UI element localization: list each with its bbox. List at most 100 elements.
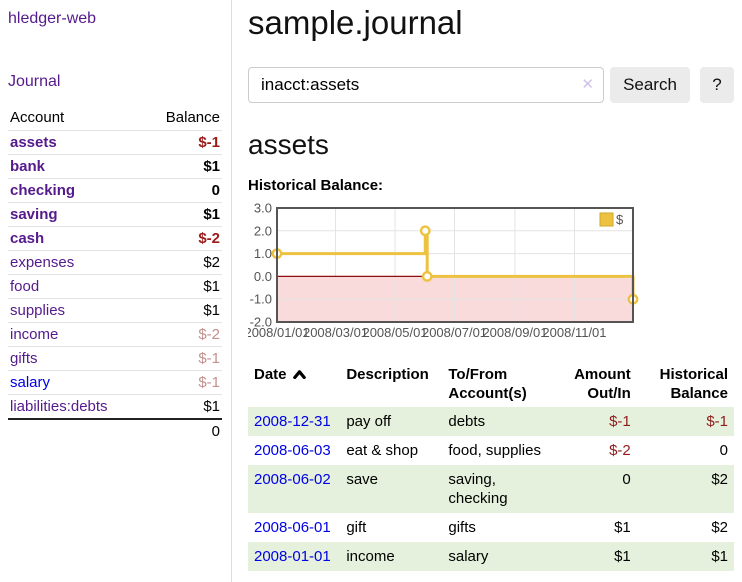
account-balance: $-1 xyxy=(143,370,222,395)
account-link[interactable]: checking xyxy=(10,182,76,199)
transaction-balance: 0 xyxy=(719,442,728,459)
transaction-balance: $2 xyxy=(636,465,734,513)
transaction-amount: $1 xyxy=(614,519,631,536)
transaction-amount: $-1 xyxy=(559,407,637,436)
chart-title: Historical Balance: xyxy=(248,177,384,194)
account-row: expenses $2 xyxy=(8,250,222,275)
clear-search-icon[interactable]: ✕ xyxy=(581,76,594,93)
transaction-date-link[interactable]: 2008-01-01 xyxy=(254,548,331,565)
account-row: income $-2 xyxy=(8,322,222,347)
x-axis-tick-label: 2008/11/01 xyxy=(542,325,606,340)
account-row: bank $1 xyxy=(8,154,222,179)
legend-label: $ xyxy=(616,212,624,227)
register-column-header: Amount Out/In xyxy=(559,361,637,407)
y-axis-tick-label: 3.0 xyxy=(254,201,272,216)
transaction-accounts: saving, checking xyxy=(442,465,559,513)
transaction-date-link[interactable]: 2008-12-31 xyxy=(254,413,331,430)
account-balance: $1 xyxy=(143,154,222,179)
y-axis-tick-label: -1.0 xyxy=(250,292,272,307)
transaction-date-link[interactable]: 2008-06-03 xyxy=(254,442,331,459)
account-balance: $1 xyxy=(143,394,222,419)
register-column-header: Description xyxy=(340,361,442,407)
account-row: supplies $1 xyxy=(8,298,222,323)
account-link[interactable]: assets xyxy=(10,134,57,151)
main-content: sample.journal ✕ Search ? assets Histori… xyxy=(248,0,734,571)
column-label: Date xyxy=(254,366,287,383)
x-axis-tick-label: 2008/05/01 xyxy=(362,325,427,340)
x-axis-tick-label: 2008/07/01 xyxy=(422,325,487,340)
search-input[interactable] xyxy=(248,67,604,103)
x-axis-tick-label: 2008/03/01 xyxy=(303,325,368,340)
transaction-row: 2008-01-01 income salary $1 $1 xyxy=(248,542,734,571)
account-row: liabilities:debts $1 xyxy=(8,394,222,419)
account-link[interactable]: income xyxy=(10,326,59,343)
transaction-accounts: debts xyxy=(442,407,559,436)
account-balance: $1 xyxy=(143,298,222,323)
account-balance: $-1 xyxy=(143,130,222,155)
transaction-accounts: food, supplies xyxy=(448,442,541,459)
account-row: salary $-1 xyxy=(8,370,222,395)
plot-border xyxy=(276,207,634,323)
y-axis-tick-label: -2.0 xyxy=(250,315,272,330)
transaction-amount: $-2 xyxy=(609,442,631,459)
transaction-description: gift xyxy=(346,519,367,536)
transaction-row: 2008-06-02 save saving, checking 0 $2 xyxy=(248,465,734,513)
account-balance: $-2 xyxy=(143,322,222,347)
account-link[interactable]: supplies xyxy=(10,302,66,319)
account-link[interactable]: gifts xyxy=(10,350,38,367)
transaction-date-link[interactable]: 2008-06-02 xyxy=(254,471,331,488)
transaction-balance: $-1 xyxy=(636,407,734,436)
accounts-table: Account Balance assets $-1 bank $1 checking 0… xyxy=(8,107,222,443)
column-label: Description xyxy=(346,366,429,383)
app-title-link[interactable]: hledger-web xyxy=(8,10,97,27)
accounts-table-body: assets $-1 bank $1 checking 0 saving $1 cash $-2 e… xyxy=(8,130,222,443)
transaction-row: 2008-06-03 eat & shop food, supplies $-2 0 xyxy=(248,436,734,465)
data-point-marker xyxy=(419,225,431,237)
search-form: ✕ Search ? xyxy=(248,67,734,103)
transaction-description: pay off xyxy=(340,407,443,436)
transaction-description: income xyxy=(340,542,443,571)
page-title: sample.journal xyxy=(248,4,463,41)
account-balance: $-1 xyxy=(143,346,222,371)
search-button[interactable]: Search xyxy=(610,67,690,103)
transaction-accounts: gifts xyxy=(448,519,476,536)
accounts-header-row: Account Balance xyxy=(8,107,222,131)
transaction-accounts: salary xyxy=(442,542,559,571)
historical-balance-chart: $3.0 2.0 1.0 0.0 -1.0 -2.02008/01/012008/03/0… xyxy=(248,201,639,340)
accounts-total-value: 0 xyxy=(143,418,222,443)
transaction-balance: $1 xyxy=(636,542,734,571)
account-link[interactable]: food xyxy=(10,278,40,295)
account-balance: $1 xyxy=(143,202,222,227)
register-table-body: 2008-12-31 pay off debts $-1 $-1 2008-06-03 ea… xyxy=(248,407,734,571)
accounts-header-balance: Balance xyxy=(165,109,220,126)
account-link[interactable]: saving xyxy=(10,206,58,223)
sidebar-item-journal[interactable]: Journal xyxy=(8,73,61,90)
account-link[interactable]: salary xyxy=(10,374,51,391)
register-table: Date Description To/From Account(s) Amount … xyxy=(248,361,734,571)
transaction-amount: 0 xyxy=(559,465,637,513)
register-header-row: Date Description To/From Account(s) Amount … xyxy=(248,361,734,407)
column-label: Historical Balance xyxy=(659,366,728,402)
account-heading: assets xyxy=(248,129,329,160)
account-link[interactable]: expenses xyxy=(10,254,75,271)
account-link[interactable]: cash xyxy=(10,230,45,247)
y-axis-tick-label: 1.0 xyxy=(254,246,272,261)
account-link[interactable]: bank xyxy=(10,158,46,175)
transaction-description: save xyxy=(340,465,443,513)
account-link[interactable]: liabilities:debts xyxy=(10,398,108,415)
x-axis-tick-label: 2008/09/01 xyxy=(482,325,547,340)
search-box: ✕ xyxy=(248,67,604,103)
account-balance: $2 xyxy=(143,250,222,275)
data-point-marker xyxy=(421,271,433,282)
column-label: Amount Out/In xyxy=(574,366,631,402)
help-button[interactable]: ? xyxy=(700,67,734,103)
register-column-header: Historical Balance xyxy=(637,361,734,407)
column-label: To/From Account(s) xyxy=(448,366,527,402)
account-row: food $1 xyxy=(8,274,222,299)
account-balance: $1 xyxy=(143,274,222,299)
transaction-row: 2008-12-31 pay off debts $-1 $-1 xyxy=(248,407,734,436)
transaction-date-link[interactable]: 2008-06-01 xyxy=(254,519,331,536)
x-axis-tick-label: 2008/01/01 xyxy=(248,325,310,340)
accounts-total-row: 0 xyxy=(8,418,222,443)
register-column-header[interactable]: Date xyxy=(248,361,340,407)
